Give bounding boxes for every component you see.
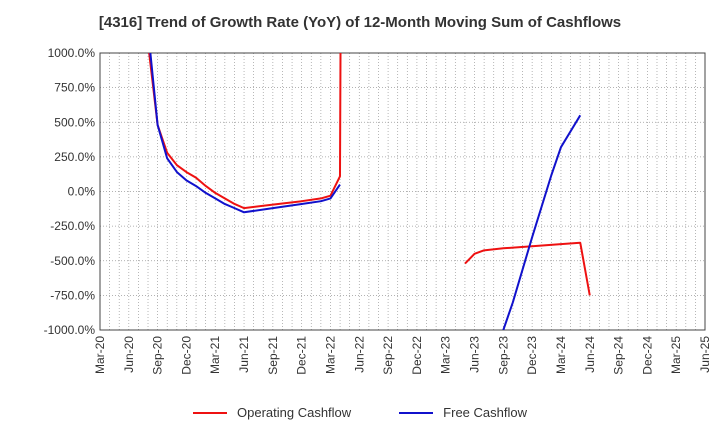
x-tick-label: Jun-22 bbox=[352, 336, 366, 373]
y-tick-label: 500.0% bbox=[54, 115, 95, 129]
legend-item-free: Free Cashflow bbox=[399, 405, 527, 420]
x-tick-label: Dec-20 bbox=[179, 336, 193, 375]
x-tick-label: Mar-21 bbox=[208, 336, 222, 374]
y-tick-label: -750.0% bbox=[50, 288, 95, 302]
series-line-operating-cashflow bbox=[464, 241, 591, 296]
x-tick-label: Sep-22 bbox=[381, 336, 395, 375]
x-tick-label: Mar-20 bbox=[93, 336, 107, 374]
x-tick-label: Sep-21 bbox=[266, 336, 280, 375]
x-tick-label: Sep-20 bbox=[151, 336, 165, 375]
legend-swatch-free bbox=[399, 411, 434, 414]
series-group bbox=[148, 53, 591, 330]
x-tick-label: Mar-25 bbox=[669, 336, 683, 374]
y-tick-label: 1000.0% bbox=[48, 46, 96, 60]
x-tick-label: Dec-22 bbox=[410, 336, 424, 375]
y-tick-label: 0.0% bbox=[68, 185, 96, 199]
legend-label-free: Free Cashflow bbox=[443, 405, 527, 420]
x-tick-label: Jun-24 bbox=[583, 336, 597, 373]
x-tick-label: Dec-21 bbox=[295, 336, 309, 375]
legend-item-operating: Operating Cashflow bbox=[193, 405, 351, 420]
legend-swatch-operating bbox=[193, 411, 227, 414]
x-tick-label: Jun-20 bbox=[122, 336, 136, 373]
y-tick-label: -1000.0% bbox=[44, 323, 96, 337]
y-tick-label: -250.0% bbox=[50, 219, 95, 233]
y-tick-label: 250.0% bbox=[54, 150, 95, 164]
x-tick-label: Dec-23 bbox=[525, 336, 539, 375]
chart-title: [4316] Trend of Growth Rate (YoY) of 12-… bbox=[98, 14, 622, 31]
x-tick-label: Sep-24 bbox=[612, 336, 626, 375]
series-line-operating-cashflow bbox=[148, 53, 342, 210]
x-tick-label: Mar-22 bbox=[323, 336, 337, 374]
series-line-free-cashflow bbox=[502, 114, 582, 330]
x-tick-label: Jun-25 bbox=[698, 336, 712, 373]
x-tick-label: Mar-23 bbox=[439, 336, 453, 374]
x-tick-label: Jun-21 bbox=[237, 336, 251, 373]
x-tick-label: Dec-24 bbox=[640, 336, 654, 375]
x-tick-label: Sep-23 bbox=[496, 336, 510, 375]
series-line-free-cashflow bbox=[149, 53, 341, 214]
y-tick-label: 750.0% bbox=[54, 81, 95, 95]
legend: Operating Cashflow Free Cashflow bbox=[0, 405, 720, 420]
y-tick-label: -500.0% bbox=[50, 254, 95, 268]
legend-label-operating: Operating Cashflow bbox=[237, 405, 352, 420]
x-tick-label: Mar-24 bbox=[554, 336, 568, 374]
plot-border bbox=[99, 52, 706, 331]
x-tick-label: Jun-23 bbox=[468, 336, 482, 373]
